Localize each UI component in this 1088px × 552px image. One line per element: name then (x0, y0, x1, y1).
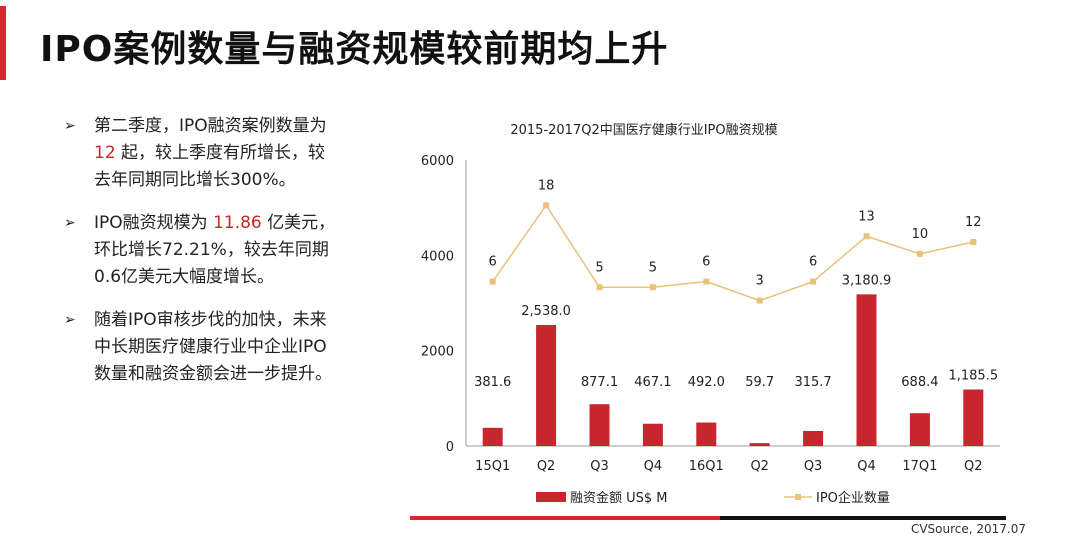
bar-q4 (642, 423, 663, 446)
x-tick-label: 16Q1 (689, 459, 724, 474)
legend-bar-swatch (536, 492, 566, 502)
chart-container: 2015-2017Q2中国医疗健康行业IPO融资规模 0 2000 4000 6000 1… (404, 112, 1044, 552)
x-tick-label: 17Q1 (902, 459, 937, 474)
bullet-text: 亿美元，环比增长72.21%，较去年同期0.6亿美元大幅度增长。 (94, 213, 336, 287)
arrow-bullet-icon: ➢ (64, 118, 76, 134)
bar-value-label: 492.0 (688, 375, 725, 390)
bar-q2 (963, 389, 984, 446)
x-tick-label: Q3 (804, 459, 823, 474)
bar-value-label: 2,538.0 (521, 304, 571, 319)
bar-value-label: 877.1 (581, 375, 618, 390)
bar-value-label: 315.7 (794, 375, 831, 390)
bullet-item: ➢ IPO融资规模为 11.86 亿美元，环比增长72.21%，较去年同期0.6… (64, 210, 336, 291)
line-point (756, 297, 763, 304)
y-tick-label: 6000 (421, 154, 454, 169)
line-point (970, 238, 977, 245)
line-value-label: 6 (489, 255, 497, 270)
footer-divider-red (410, 516, 720, 520)
footer-divider-black (720, 516, 1006, 520)
y-tick-label: 0 (446, 440, 454, 455)
line-point (649, 284, 656, 291)
bar-value-label: 467.1 (634, 375, 671, 390)
x-tick-label: Q4 (857, 459, 876, 474)
x-tick-label: Q2 (964, 459, 983, 474)
line-point (596, 284, 603, 291)
line-value-label: 13 (858, 209, 875, 224)
line-value-label: 5 (595, 260, 603, 275)
bar-value-label: 688.4 (901, 375, 938, 390)
bullet-text: 起，较上季度有所增长，较去年同期同比增长300%。 (94, 143, 326, 190)
line-value-label: 10 (912, 227, 929, 242)
title-accent-bar (0, 6, 6, 80)
bar-value-label: 1,185.5 (948, 368, 998, 383)
bar-value-label: 59.7 (745, 375, 774, 390)
bullet-text: 随着IPO审核步伐的加快，未来中长期医疗健康行业中企业IPO数量和融资金额会进一… (94, 310, 332, 384)
bar-value-label: 381.6 (474, 375, 511, 390)
line-value-label: 18 (538, 178, 555, 193)
line-value-label: 12 (965, 215, 982, 230)
source-note: CVSource, 2017.07 (910, 522, 1026, 536)
bullet-item: ➢ 第二季度，IPO融资案例数量为 12 起，较上季度有所增长，较去年同期同比增… (64, 113, 336, 194)
highlight-value: 12 (94, 143, 116, 163)
line-value-label: 6 (809, 255, 817, 270)
bullet-list: ➢ 第二季度，IPO融资案例数量为 12 起，较上季度有所增长，较去年同期同比增… (64, 113, 336, 404)
line-value-label: 6 (702, 255, 710, 270)
x-tick-label: Q2 (537, 459, 556, 474)
y-tick-label: 2000 (421, 345, 454, 360)
ipo-count-line (492, 203, 974, 302)
x-tick-label: Q3 (590, 459, 609, 474)
chart-title: 2015-2017Q2中国医疗健康行业IPO融资规模 (510, 122, 777, 138)
ipo-chart: 2015-2017Q2中国医疗健康行业IPO融资规模 0 2000 4000 6000 1… (421, 122, 1000, 506)
bar-q4 (856, 294, 877, 446)
line-point (916, 250, 923, 257)
line-point (810, 278, 817, 285)
y-tick-label: 4000 (421, 249, 454, 264)
slide-title: IPO案例数量与融资规模较前期均上升 (40, 29, 669, 70)
line-point (863, 233, 870, 240)
bar-16q1 (696, 422, 717, 446)
line-value-label: 5 (649, 260, 657, 275)
line-point (703, 278, 710, 285)
x-tick-label: 15Q1 (475, 459, 510, 474)
bar-q3 (803, 430, 824, 446)
bar-q2 (536, 325, 557, 446)
legend-line-label: IPO企业数量 (816, 490, 890, 506)
bar-15q1 (482, 427, 503, 446)
x-tick-label: Q2 (750, 459, 769, 474)
x-tick-label: Q4 (644, 459, 663, 474)
highlight-value: 11.86 (213, 213, 262, 233)
arrow-bullet-icon: ➢ (64, 215, 76, 231)
legend-bar-label: 融资金额 US$ M (570, 490, 668, 506)
line-point (543, 202, 550, 209)
bar-q3 (589, 404, 610, 446)
bullet-text: 第二季度，IPO融资案例数量为 (94, 116, 327, 136)
line-point (489, 278, 496, 285)
bar-17q1 (909, 413, 930, 446)
bullet-text: IPO融资规模为 (94, 213, 214, 233)
arrow-bullet-icon: ➢ (64, 312, 76, 328)
bar-value-label: 3,180.9 (842, 273, 892, 288)
legend-line-marker (795, 494, 801, 500)
bullet-item: ➢ 随着IPO审核步伐的加快，未来中长期医疗健康行业中企业IPO数量和融资金额会… (64, 307, 336, 388)
line-value-label: 3 (756, 274, 764, 289)
bar-q2 (749, 443, 770, 446)
